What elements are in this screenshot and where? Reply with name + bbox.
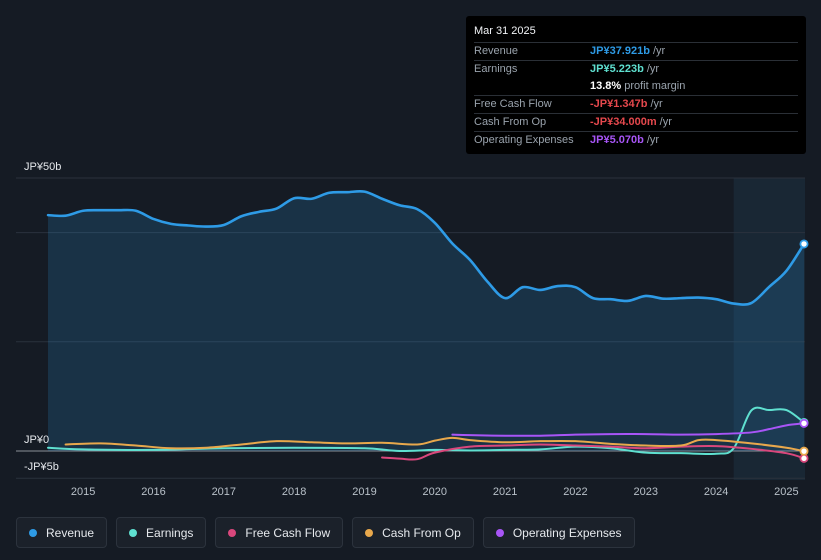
tooltip-row: Operating Expenses JP¥5.070b/yr [474, 131, 798, 149]
x-tick-label: 2016 [141, 486, 165, 498]
legend-dot-icon [365, 528, 374, 537]
tooltip-row-value: JP¥5.223b [590, 63, 644, 75]
legend-label: Earnings [146, 525, 194, 540]
x-tick-label: 2017 [212, 486, 236, 498]
legend-label: Cash From Op [382, 525, 461, 540]
tooltip-rows: Revenue JP¥37.921b/yr Earnings JP¥5.223b/yr… [474, 42, 798, 149]
tooltip-row: Free Cash Flow -JP¥1.347b/yr [474, 95, 798, 113]
tooltip-row-label: Operating Expenses [474, 134, 574, 146]
series-line-revenue [46, 189, 806, 306]
legend-dot-icon [228, 528, 237, 537]
end-markers [799, 239, 809, 463]
legend-label: Revenue [46, 525, 95, 540]
y-tick-label: JP¥0 [24, 434, 49, 446]
legend-item-free-cash-flow[interactable]: Free Cash Flow [215, 517, 344, 548]
legend-dot-icon [129, 528, 138, 537]
tooltip-row-value: -JP¥1.347b [590, 98, 648, 110]
x-axis-labels: 2015 2016 2017 2018 2019 2020 2021 2022 2023 2024… [71, 486, 799, 498]
series-layer [46, 189, 806, 461]
tooltip-row-unit: /yr [646, 63, 660, 75]
end-marker-operating-expenses [799, 418, 809, 428]
legend-dot-icon [495, 528, 504, 537]
legend-item-revenue[interactable]: Revenue [16, 517, 108, 548]
legend-item-cash-from-op[interactable]: Cash From Op [352, 517, 474, 548]
tooltip-row-label: Free Cash Flow [474, 98, 552, 110]
x-tick-label: 2022 [563, 486, 587, 498]
tooltip-row: Cash From Op -JP¥34.000m/yr [474, 113, 798, 131]
x-tick-label: 2023 [634, 486, 658, 498]
series-line-operating-expenses [451, 422, 805, 437]
series-line-free-cash-flow [381, 443, 805, 461]
tooltip-row-value: JP¥5.070b [590, 134, 644, 146]
tooltip-date: Mar 31 2025 [474, 25, 536, 37]
legend-label: Free Cash Flow [245, 525, 331, 540]
tooltip-row: 13.8% profit margin [474, 78, 798, 95]
tooltip-row-label [474, 78, 590, 95]
y-tick-label: JP¥50b [24, 161, 61, 173]
x-tick-label: 2021 [493, 486, 517, 498]
x-tick-label: 2019 [352, 486, 376, 498]
x-tick-label: 2015 [71, 486, 95, 498]
legend-item-operating-expenses[interactable]: Operating Expenses [482, 517, 635, 548]
x-tick-label: 2018 [282, 486, 306, 498]
tooltip: Mar 31 2025 Revenue JP¥37.921b/yr Earnings… [466, 16, 806, 154]
tooltip-row-unit: /yr [646, 134, 660, 146]
legend-dot-icon [29, 528, 37, 537]
x-tick-label: 2025 [774, 486, 798, 498]
tooltip-row-value: JP¥37.921b [590, 45, 650, 57]
end-marker-revenue [799, 239, 809, 249]
x-tick-label: 2020 [423, 486, 447, 498]
y-axis-labels: JP¥50b JP¥0 -JP¥5b [24, 161, 61, 473]
x-tick-label: 2024 [704, 486, 728, 498]
tooltip-row-label: Earnings [474, 63, 518, 75]
tooltip-row-label: Cash From Op [474, 116, 547, 128]
tooltip-row-unit: /yr [650, 98, 663, 110]
tooltip-row-value: 13.8% [590, 80, 622, 92]
tooltip-row-value: -JP¥34.000m [590, 116, 657, 128]
end-marker-free-cash-flow [799, 453, 809, 463]
tooltip-row: Revenue JP¥37.921b/yr [474, 42, 798, 60]
series-line-earnings [47, 406, 805, 456]
legend: Revenue Earnings Free Cash Flow Cash From O… [16, 517, 635, 548]
tooltip-row-unit: /yr [652, 45, 666, 57]
end-marker-cash-from-op [799, 446, 809, 456]
tooltip-row-unit: profit margin [624, 80, 686, 92]
tooltip-row-unit: /yr [659, 116, 672, 128]
series-line-cash-from-op [64, 436, 805, 453]
series-area-revenue [48, 191, 804, 451]
tooltip-row-label: Revenue [474, 45, 519, 57]
legend-label: Operating Expenses [512, 525, 622, 540]
y-tick-label: -JP¥5b [24, 461, 59, 473]
legend-item-earnings[interactable]: Earnings [116, 517, 207, 548]
tooltip-row: Earnings JP¥5.223b/yr [474, 60, 798, 78]
